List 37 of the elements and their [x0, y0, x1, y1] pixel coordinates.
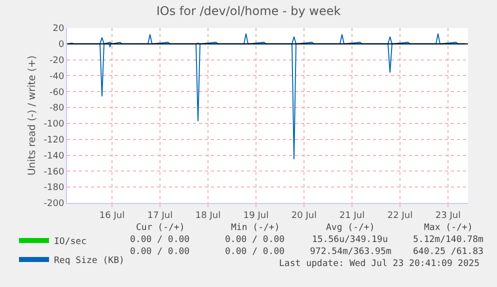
text: 972.54m/363.95m — [310, 247, 392, 257]
chart-title: IOs for /dev/ol/home - by week — [156, 4, 341, 18]
x-tick-label: 17 Jul — [147, 210, 173, 221]
text: 0.00 / 0.00 — [130, 235, 190, 245]
text: Last update: Wed Jul 23 20:41:09 2025 — [279, 259, 480, 269]
text: Cur (-/+) — [136, 223, 185, 233]
y-tick-label: -40 — [49, 72, 64, 82]
y-tick-label: -140 — [44, 151, 64, 162]
text: 0.00 / 0.00 — [225, 247, 285, 257]
text: 5.12m/140.78m — [413, 235, 484, 245]
y-tick-label: 0 — [58, 40, 64, 50]
x-tick-label: 21 Jul — [339, 210, 365, 221]
text: Avg (-/+) — [326, 223, 375, 233]
y-axis-title: Units read (-) / write (+) — [26, 55, 38, 176]
y-tick-label: -100 — [44, 120, 64, 130]
text: Max (-/+) — [424, 223, 473, 233]
text: Min (-/+) — [231, 223, 280, 233]
text: 640.25 /61.83 — [413, 247, 484, 257]
y-tick-label: 20 — [52, 24, 64, 34]
text: 15.56u/349.19u — [312, 235, 388, 245]
y-tick-label: -80 — [49, 104, 64, 114]
x-tick-label: 20 Jul — [291, 210, 317, 221]
legend-label: IO/sec — [54, 237, 87, 248]
text: 0.00 / 0.00 — [130, 247, 190, 257]
y-tick-label: -160 — [44, 167, 64, 178]
x-tick-label: 23 Jul — [435, 210, 461, 221]
y-tick-label: -60 — [49, 88, 64, 98]
y-tick-label: -120 — [44, 136, 64, 146]
y-tick-label: -200 — [44, 199, 64, 210]
x-tick-label: 19 Jul — [243, 210, 269, 221]
x-tick-label: 16 Jul — [99, 210, 125, 221]
x-tick-label: 18 Jul — [195, 210, 221, 221]
y-tick-label: -180 — [44, 183, 64, 194]
y-tick-label: -20 — [49, 56, 64, 66]
x-tick-label: 22 Jul — [387, 210, 413, 221]
legend-label: Req Size (KB) — [54, 256, 124, 266]
text: 0.00 / 0.00 — [225, 235, 285, 245]
